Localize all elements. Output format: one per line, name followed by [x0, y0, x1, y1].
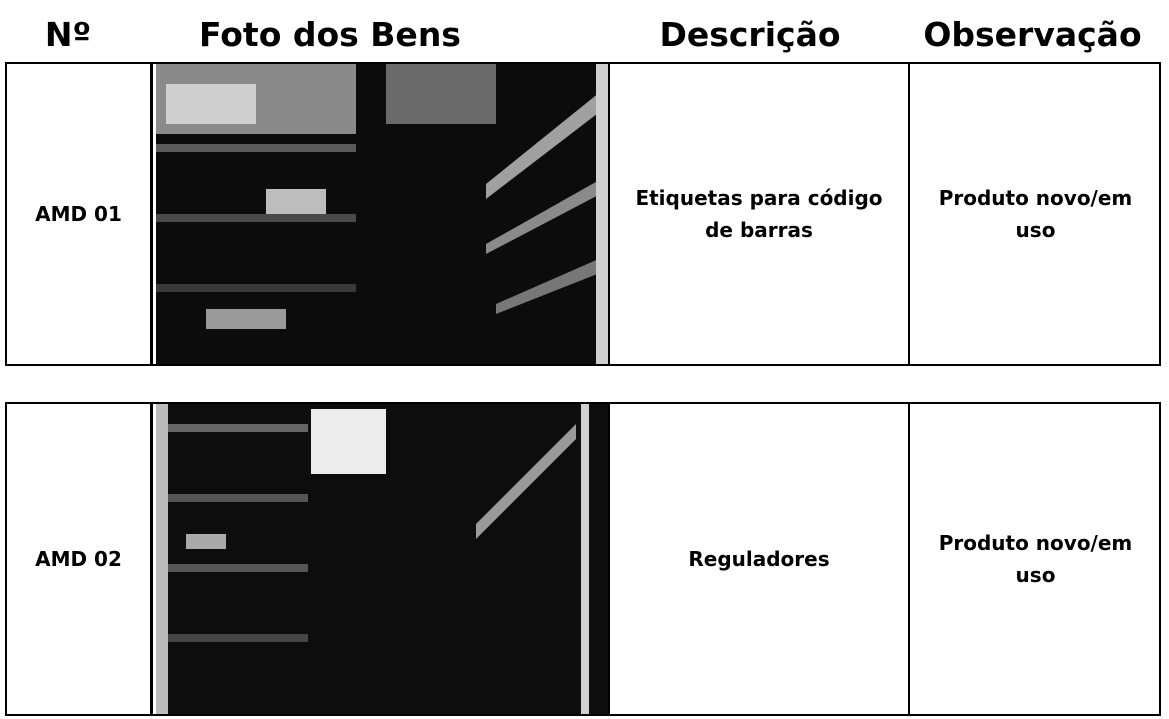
column-header: Descrição	[659, 15, 841, 54]
column-header: Foto dos Bens	[199, 15, 461, 54]
photo	[156, 404, 610, 714]
observation: Produto novo/em uso	[938, 186, 1133, 242]
observation: Produto novo/em uso	[938, 531, 1133, 587]
description: Etiquetas para código de barras	[610, 64, 910, 364]
column-header: Nº	[44, 15, 92, 54]
item-id: AMD 02	[7, 404, 153, 714]
item-id: AMD 01	[7, 64, 153, 364]
column-header: Observação	[923, 15, 1142, 54]
photo	[156, 64, 610, 364]
photo-image	[156, 404, 608, 714]
photo-image	[156, 64, 608, 364]
table-row: AMD 02 Reguladores Produto novo/em uso	[5, 402, 1161, 716]
description: Reguladores	[610, 404, 910, 714]
table-row: AMD 01 Etiquetas para código de barras P…	[5, 62, 1161, 366]
